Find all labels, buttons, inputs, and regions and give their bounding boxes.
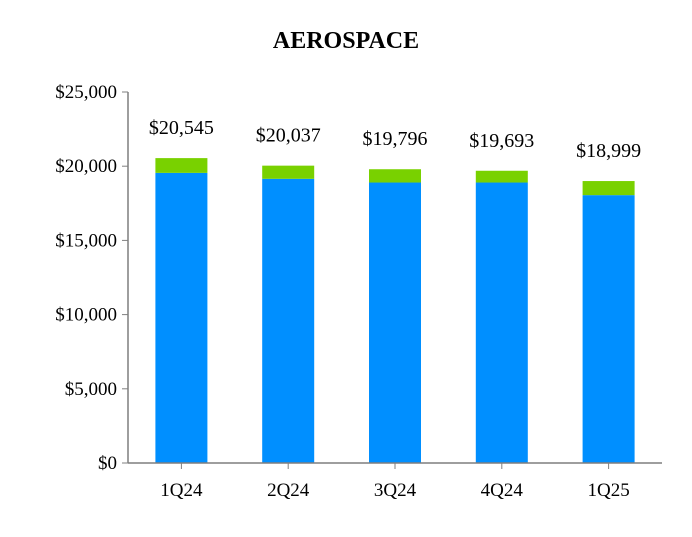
data-label-1q24: $20,545 <box>149 117 214 139</box>
x-tick-label-3q24: 3Q24 <box>374 480 417 501</box>
x-tick-label-2q24: 2Q24 <box>267 480 310 501</box>
x-tick-label-4q24: 4Q24 <box>481 480 524 501</box>
y-tick-label-1: $5,000 <box>65 379 117 400</box>
chart-title: AEROSPACE <box>273 28 419 54</box>
bar-segment-2-2q24 <box>262 165 315 179</box>
bar-segment-2-3q24 <box>369 169 421 183</box>
bar-segment-1-2q24 <box>262 178 315 463</box>
bars-layer <box>155 158 635 463</box>
bar-segment-1-4q24 <box>475 182 528 463</box>
labels-layer: $20,545 1Q24 $20,037 2Q24 $19,796 3Q24 $19,693… <box>55 82 641 501</box>
bar-segment-1-1q25 <box>582 195 635 463</box>
data-label-2q24: $20,037 <box>256 125 321 147</box>
bar-segment-2-1q25 <box>582 181 635 196</box>
y-tick-label-4: $20,000 <box>55 156 117 177</box>
bar-segment-2-1q24 <box>155 158 208 173</box>
bar-segment-2-4q24 <box>475 170 528 183</box>
y-tick-label-3: $15,000 <box>55 230 117 251</box>
data-label-1q25: $18,999 <box>576 140 641 162</box>
bar-segment-1-3q24 <box>369 182 421 463</box>
x-tick-label-1q24: 1Q24 <box>160 480 203 501</box>
x-tick-label-1q25: 1Q25 <box>587 480 629 501</box>
data-label-3q24: $19,796 <box>363 128 428 150</box>
axes-layer <box>122 91 662 469</box>
y-tick-label-0: $0 <box>98 453 117 474</box>
data-label-4q24: $19,693 <box>469 130 534 152</box>
y-tick-label-5: $25,000 <box>55 82 117 103</box>
bar-segment-1-1q24 <box>155 172 208 463</box>
y-tick-label-2: $10,000 <box>55 305 117 326</box>
